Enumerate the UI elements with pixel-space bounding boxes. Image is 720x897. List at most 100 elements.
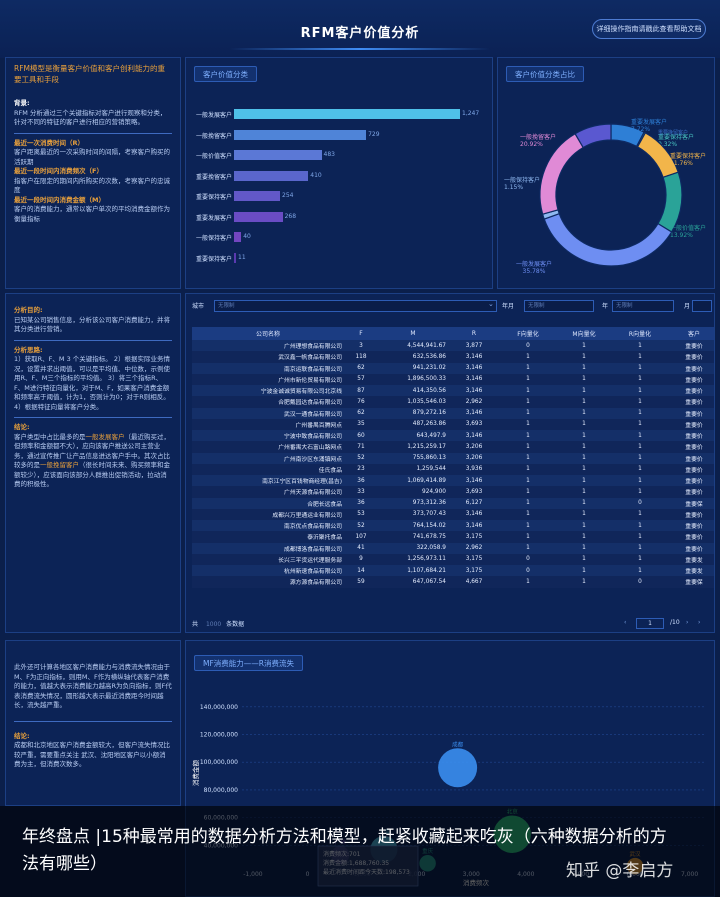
table-cell: 1 [556,576,612,588]
analysis-panel: 分析目的: 已知某公司销售信息，分析该公司客户消费能力，并将其分类进行营销。 分… [5,293,181,633]
table-row[interactable]: 南京江宁区百钱物商经理(昌吉) 36 1,069,414.89 3,146 1 1 1 重要价 [192,475,714,487]
table-cell: 3,146 [448,430,500,442]
background-heading: 背景: [14,99,30,107]
year-filter-select[interactable]: 无限制 [612,300,674,312]
prev-page-button[interactable]: ‹ [624,619,627,626]
table-cell: 1 [612,520,668,532]
table-cell: 重要价 [668,441,714,453]
column-header[interactable]: M向量化 [556,327,612,340]
table-row[interactable]: 南京运联食品有限公司 62 941,231.02 3,146 1 1 1 重要价 [192,362,714,374]
column-header[interactable]: M [378,327,448,340]
table-row[interactable]: 南京优点食品有限公司 52 764,154.02 3,146 1 1 1 重要价 [192,520,714,532]
table-row[interactable]: 武汉鑫一帆食品有限公司 118 632,536.86 3,146 1 1 1 重要价 [192,351,714,363]
table-cell: 成都博洛食品有限公司 [192,542,344,554]
table-cell: 重要价 [668,373,714,385]
table-row[interactable]: 宁波中致食品有限公司 60 643,497.9 3,146 1 1 1 重要价 [192,430,714,442]
table-cell: 3,146 [448,351,500,363]
table-cell: 1 [556,362,612,374]
table-cell: 1,256,973.11 [378,553,448,565]
table-row[interactable]: 广州南沙区东涌镇网点 52 755,860.13 3,206 1 1 1 重要价 [192,452,714,464]
table-cell: 1 [556,407,612,419]
bar[interactable] [234,232,242,242]
donut-slice[interactable] [574,123,612,149]
y-tick-label: 80,000,000 [204,787,239,794]
table-cell: 3,175 [448,565,500,577]
bar-value-label: 268 [284,212,297,220]
table-cell: 764,154.02 [378,520,448,532]
donut-slice[interactable] [543,212,673,267]
slice-label: 一般发展客户 [516,260,552,268]
table-cell: 1 [500,463,556,475]
total-unit: 条数据 [226,621,245,628]
value-class-panel: 客户价值分类 一般发展客户 1,247 一般挽留客户 729 一般价值客户 483 重要挽留… [185,57,493,289]
table-cell: 重要价 [668,520,714,532]
table-row[interactable]: 合肥长远食品 36 973,312.36 6,127 1 1 0 重要保 [192,497,714,509]
table-row[interactable]: 源方源食品有限公司 59 647,067.54 4,667 1 1 0 重要保 [192,576,714,588]
table-row[interactable]: 广州番禺大石富山路网点 71 1,215,259.17 3,206 1 1 1 重要价 [192,441,714,453]
month2-filter-select[interactable] [692,300,712,312]
rfm-intro-panel: RFM模型是衡量客户价值和客户创利能力的重要工具和手段 背景: RFM 分析通过… [5,57,181,289]
next-page-button[interactable]: › [686,619,689,626]
table-cell: 1 [500,542,556,554]
bar[interactable] [234,211,283,222]
table-cell: 1 [556,351,612,363]
bar[interactable] [234,252,236,263]
scatter-point[interactable] [438,748,478,788]
donut-slice[interactable] [539,132,585,215]
city-filter-select[interactable]: 无限制 [214,300,497,312]
table-cell: 重要价 [668,486,714,498]
table-row[interactable]: 成都博洛食品有限公司 41 322,058.9 2,962 1 1 1 重要价 [192,542,714,554]
column-header[interactable]: F向量化 [500,327,556,340]
table-cell: 重要保 [668,497,714,509]
column-header[interactable]: 公司名称 [192,327,344,340]
table-row[interactable]: 广州理想食品有限公司 3 4,544,941.67 3,877 0 1 1 重要价 [192,340,714,352]
table-row[interactable]: 武汉一通食品有限公司 62 879,272.16 3,146 1 1 1 重要价 [192,407,714,419]
bar[interactable] [234,170,309,181]
table-row[interactable]: 泰沂聚托食品 107 741,678.75 3,175 1 1 1 重要价 [192,531,714,543]
table-scroll[interactable]: 公司名称 F M R F向量化 M向量化 R向量化 客户 广州理想食品有限公司 3 4,544,9… [192,327,714,613]
table-cell: 1 [612,373,668,385]
table-cell: 杭州新速食品有限公司 [192,565,344,577]
table-cell: 重要价 [668,396,714,408]
city-filter[interactable]: 城市 无限制 ⌄ [192,300,497,312]
table-row[interactable]: 广州市新伦贸易有限公司 57 1,896,500.33 3,146 1 1 1 重要价 [192,373,714,385]
column-header[interactable]: R向量化 [612,327,668,340]
bar[interactable] [234,191,281,201]
table-cell: 3,146 [448,385,500,397]
page-input[interactable]: 1 [636,618,664,629]
table-row[interactable]: 成都兴万里通运业有限公司 53 373,707.43 3,146 1 1 1 重要价 [192,508,714,520]
table-cell: 1 [500,531,556,543]
column-header[interactable]: R [448,327,500,340]
column-header[interactable]: 客户 [668,327,714,340]
table-row[interactable]: 杭州新速食品有限公司 14 1,107,684.21 3,175 0 1 1 重要发 [192,565,714,577]
bar[interactable] [234,109,460,119]
table-cell: 1,107,684.21 [378,565,448,577]
r-heading: 最近一次消费时间（R） [14,138,85,147]
month-filter[interactable]: 年月 无限制 年 无限制 月 [502,300,712,312]
chevron-down-icon: ⌄ [488,300,494,308]
table-row[interactable]: 广州天源食品有限公司 33 924,900 3,693 1 1 1 重要价 [192,486,714,498]
table-row[interactable]: 合肥戴园达食品有限公司 76 1,035,546.03 2,962 1 1 1 重要价 [192,396,714,408]
r-text: 客户距离最近的一次采购时间的间隔，考察客户购买的活跃期 [14,148,170,166]
month2-label: 月 [684,303,691,310]
table-cell: 57 [344,373,378,385]
column-header[interactable]: F [344,327,378,340]
table-row[interactable]: 宁波金诚诚贸易有限公司北京线 87 414,350.56 3,146 1 1 1 重要价 [192,385,714,397]
bar[interactable] [234,150,322,160]
month-filter-select[interactable]: 无限制 [524,300,594,312]
city-filter-label: 城市 [192,303,205,310]
table-cell: 宁波金诚诚贸易有限公司北京线 [192,385,344,397]
donut-slice[interactable] [657,171,683,233]
dashboard-header: RFM客户价值分析 详细操作指南请戳此查看帮助文档 [0,0,720,58]
table-cell: 重要价 [668,531,714,543]
table-cell: 1 [500,475,556,487]
bar[interactable] [234,129,367,140]
last-page-button[interactable]: › [698,619,701,626]
approach-text: 1）获取R、F、M 3 个关键指标。 2）根据实际业务情况，设置并求出阈值，可以… [14,355,170,411]
table-row[interactable]: 长兴三平货运代理服务部 9 1,256,973.11 3,175 0 1 1 重要发 [192,553,714,565]
table-row[interactable]: 广州番禺百腾网点 35 487,263.86 3,693 1 1 1 重要价 [192,418,714,430]
help-doc-button[interactable]: 详细操作指南请戳此查看帮助文档 [592,19,706,39]
f-text: 指客户在限定的期间内所购买的次数，考察客户的忠诚度 [14,176,170,195]
table-row[interactable]: 佳氏食品 23 1,259,544 3,936 1 1 1 重要价 [192,463,714,475]
slice-label: 重要保持客户 [658,133,694,141]
